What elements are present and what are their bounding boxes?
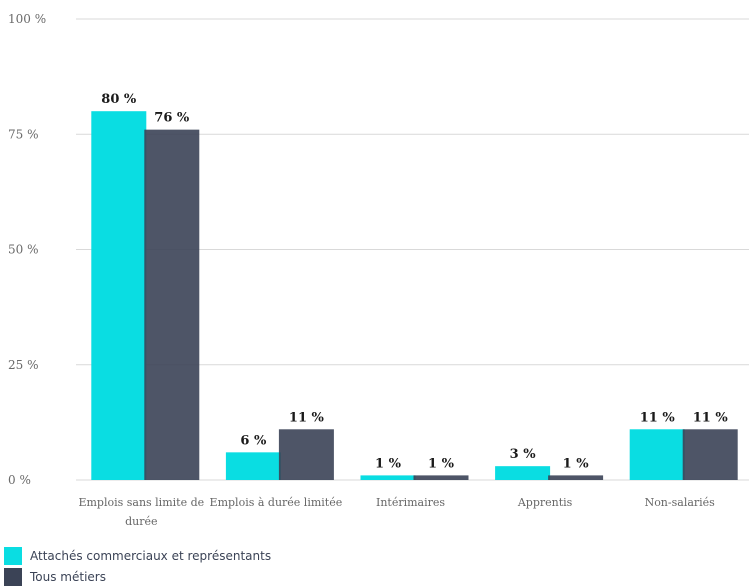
legend-swatch-series-2	[4, 568, 22, 586]
data-label: 3 %	[510, 447, 537, 462]
category-labels: Emplois sans limite de durée Emplois à dur…	[78, 496, 715, 528]
y-tick-label: 75 %	[8, 127, 39, 141]
bar	[360, 475, 416, 480]
data-label: 11 %	[640, 410, 676, 425]
bar	[278, 429, 334, 480]
y-tick-label: 100 %	[8, 12, 46, 26]
data-label: 1 %	[428, 456, 455, 471]
data-label: 76 %	[154, 111, 190, 126]
category-label: Emplois sans limite de	[78, 496, 204, 509]
legend-label-series-2: Tous métiers	[30, 570, 106, 584]
y-tick-label: 50 %	[8, 243, 39, 257]
bar	[682, 429, 738, 480]
bar	[629, 429, 685, 480]
data-label: 11 %	[289, 410, 325, 425]
bar	[91, 111, 147, 480]
bar	[548, 475, 604, 480]
legend-swatch-series-1	[4, 547, 22, 565]
category-label: Emplois à durée limitée	[210, 496, 343, 509]
y-tick-label: 25 %	[8, 358, 39, 372]
category-label: durée	[125, 515, 157, 528]
data-label: 80 %	[101, 92, 137, 107]
data-label: 11 %	[693, 410, 729, 425]
bars	[91, 111, 738, 480]
y-axis-ticks: 0 % 25 % 50 % 75 % 100 %	[8, 12, 46, 487]
legend-item-series-1[interactable]: Attachés commerciaux et représentants	[4, 546, 271, 566]
legend-item-series-2[interactable]: Tous métiers	[4, 567, 271, 587]
category-label: Apprentis	[517, 496, 573, 509]
category-label: Intérimaires	[376, 496, 445, 509]
category-label: Non-salariés	[645, 496, 716, 509]
y-tick-label: 0 %	[8, 473, 31, 487]
data-label: 1 %	[563, 456, 590, 471]
data-labels: 80 % 76 % 6 % 11 % 1 % 1 % 3 % 1 % 11 % 11 %	[101, 92, 728, 471]
data-label: 6 %	[240, 433, 267, 448]
bar	[495, 466, 551, 480]
legend: Attachés commerciaux et représentants To…	[4, 546, 271, 588]
bar-chart: 0 % 25 % 50 % 75 % 100 % 80 % 76 % 6 % 11 % 1 % 1…	[8, 12, 749, 528]
bar	[144, 129, 200, 480]
legend-label-series-1: Attachés commerciaux et représentants	[30, 549, 272, 563]
bar	[413, 475, 469, 480]
data-label: 1 %	[375, 456, 402, 471]
bar	[225, 452, 281, 480]
